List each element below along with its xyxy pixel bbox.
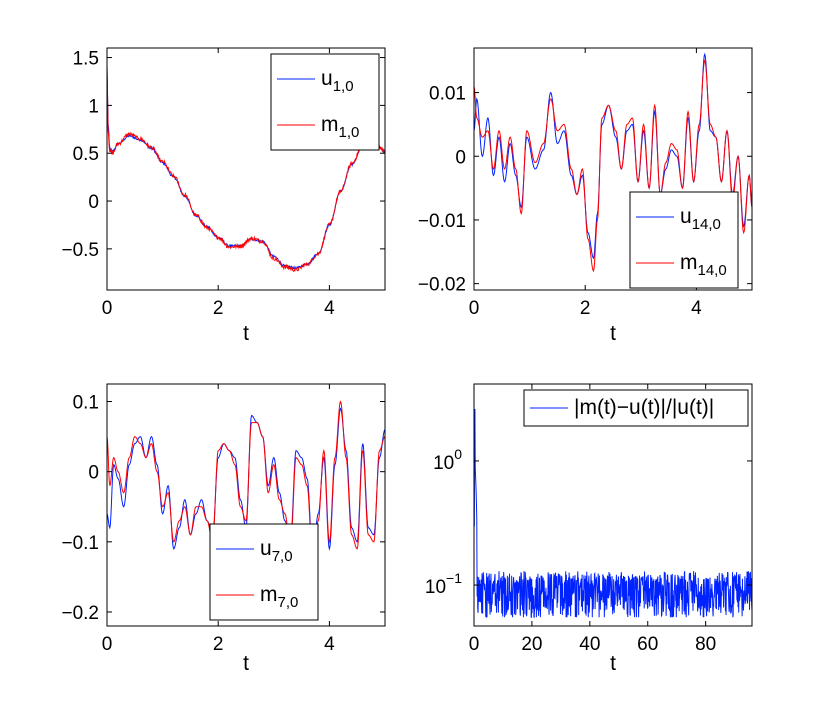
- x-tick-label: 20: [521, 634, 542, 655]
- plot-frame: [106, 383, 386, 627]
- legend-label-base: m: [321, 113, 339, 136]
- y-tick-label: −0.02: [418, 275, 466, 296]
- y-tick-label: 10−1: [425, 570, 462, 598]
- x-tick-label: 4: [324, 634, 335, 655]
- axis-ticks: 0 2 4 0.1 0 −0.1 −0.2: [61, 384, 385, 655]
- plot-u-1-0: 0 2 41.510.50−0.5 t u1,0m1,0: [61, 47, 386, 345]
- legend-label-m: m14,0: [680, 251, 727, 279]
- y-tick-label: 0: [88, 463, 99, 484]
- legend-box: [629, 191, 739, 289]
- legend-label-base: u: [260, 537, 272, 560]
- legend-label-base: m: [680, 251, 698, 274]
- y-tick-base: 10: [425, 577, 446, 598]
- y-tick-label: −0.01: [418, 211, 466, 232]
- plot-frame: [473, 383, 753, 627]
- x-tick-label: 0: [469, 634, 480, 655]
- legend-label-m: m1,0: [321, 113, 359, 141]
- x-tick-label: 0: [102, 634, 113, 655]
- y-tick-base: 10: [433, 453, 454, 474]
- y-tick-label: −0.5: [61, 240, 99, 261]
- x-tick-label: 2: [213, 298, 224, 319]
- legend-label-subscript: 1,0: [339, 124, 360, 141]
- legend-label-u: u14,0: [680, 205, 721, 233]
- y-tick-label: 0.5: [73, 144, 99, 165]
- y-tick-label: −0.1: [61, 533, 99, 554]
- legend-label-u: u7,0: [260, 537, 293, 565]
- y-tick-label: 100: [433, 446, 462, 474]
- legend-label-u: u1,0: [321, 67, 354, 95]
- x-tick-label: 2: [580, 298, 591, 319]
- legend: |m(t)−u(t)|/|u(t)|: [523, 389, 749, 427]
- series-line-u: [474, 52, 752, 260]
- legend: u7,0m7,0: [209, 523, 319, 621]
- legend-label-base: u: [680, 205, 692, 228]
- plot-u-7-0: 0 2 40.10−0.1−0.2 t u7,0m7,0: [61, 383, 386, 675]
- series-line-relative-error: [474, 408, 752, 618]
- plot-lines: [474, 408, 752, 618]
- x-axis-label: t: [243, 322, 249, 345]
- y-tick-label: 0.1: [73, 393, 99, 414]
- legend: u1,0m1,0: [270, 53, 380, 151]
- series-line-m: [107, 64, 385, 273]
- legend-box: [209, 523, 319, 621]
- y-tick-label: 0.01: [429, 84, 466, 105]
- x-axis-label: t: [610, 652, 616, 675]
- legend-label-subscript: 14,0: [692, 216, 721, 233]
- x-tick-label: 0: [469, 298, 480, 319]
- plot-lines: [474, 52, 752, 273]
- plot-frame: [106, 47, 386, 291]
- legend-label-subscript: 7,0: [272, 548, 293, 565]
- x-tick-label: 4: [691, 298, 702, 319]
- y-tick-label: 1.5: [73, 49, 99, 70]
- legend-label-base: m: [260, 583, 278, 606]
- legend-box: [270, 53, 380, 151]
- legend-label-base: u: [321, 67, 333, 90]
- plot-frame: [473, 47, 753, 291]
- x-tick-label: 4: [324, 298, 335, 319]
- y-tick-exponent: −1: [446, 570, 462, 586]
- axis-ticks: 0 2 4 1.5 1 0.5 0 −0.5: [61, 48, 385, 319]
- y-tick-label: −0.2: [61, 603, 99, 624]
- y-tick-label: 0: [88, 192, 99, 213]
- x-tick-label: 2: [213, 634, 224, 655]
- legend-label-subscript: 7,0: [278, 594, 299, 611]
- x-tick-label: 80: [695, 634, 716, 655]
- legend-label-u: |m(t)−u(t)|/|u(t)|: [574, 396, 714, 419]
- y-tick-label: 0: [455, 147, 466, 168]
- axis-ticks: 0 2 4 0.01 0 −0.01 −0.02: [418, 48, 752, 319]
- x-axis-label: t: [243, 652, 249, 675]
- x-tick-label: 60: [637, 634, 658, 655]
- y-tick-label: 1: [88, 96, 99, 117]
- y-tick-exponent: 0: [454, 446, 462, 462]
- x-tick-label: 0: [102, 298, 113, 319]
- legend-label-subscript: 14,0: [698, 262, 727, 279]
- x-tick-label: 40: [579, 634, 600, 655]
- legend-label-subscript: 1,0: [333, 78, 354, 95]
- legend-label-m: m7,0: [260, 583, 298, 611]
- series-line-m: [474, 59, 752, 273]
- x-axis-label: t: [610, 322, 616, 345]
- series-line-m: [107, 400, 385, 565]
- plot-lines: [107, 64, 385, 273]
